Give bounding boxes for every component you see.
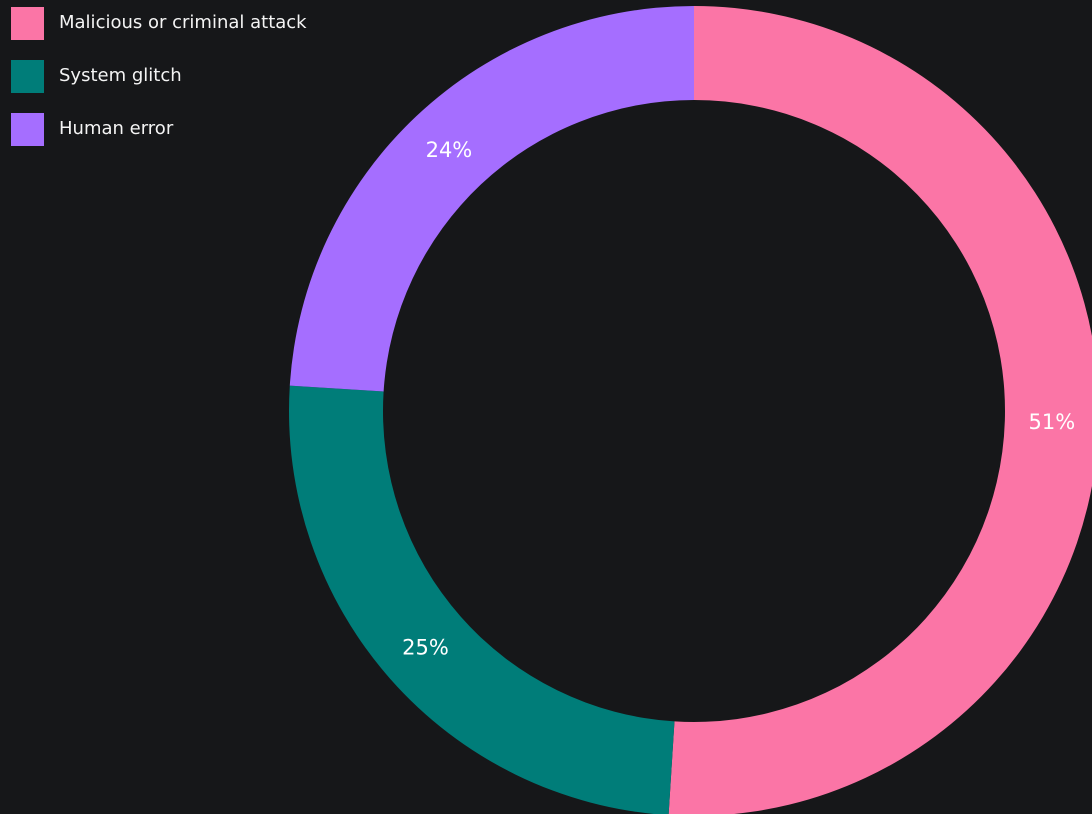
slice-label-malicious-attack: 51% xyxy=(1028,410,1075,434)
legend-label-human-error: Human error xyxy=(59,118,174,139)
donut-slice-malicious-attack[interactable] xyxy=(668,6,1092,814)
legend-swatch-malicious-attack xyxy=(11,7,44,40)
legend-label-malicious-attack: Malicious or criminal attack xyxy=(59,12,307,33)
legend-swatch-system-glitch xyxy=(11,60,44,93)
slice-label-system-glitch: 25% xyxy=(402,636,449,660)
legend-swatch-human-error xyxy=(11,113,44,146)
donut-slice-human-error[interactable] xyxy=(289,6,694,392)
slice-label-human-error: 24% xyxy=(426,138,473,162)
donut-slice-system-glitch[interactable] xyxy=(289,385,675,814)
legend-label-system-glitch: System glitch xyxy=(59,65,182,86)
